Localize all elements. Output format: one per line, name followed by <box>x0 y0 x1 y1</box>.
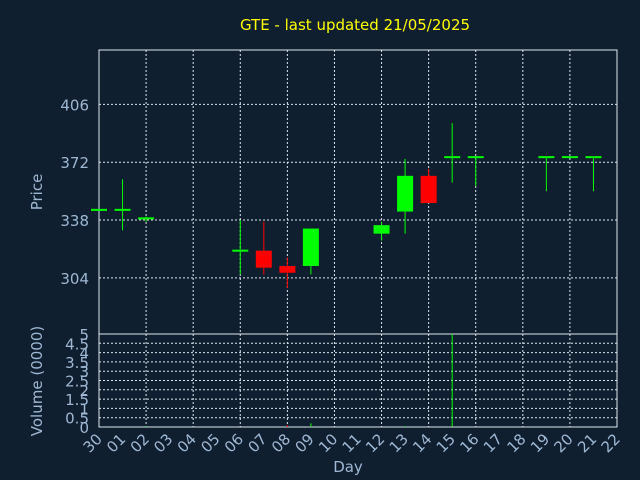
volume-tick-label: 1 <box>79 400 89 418</box>
x-tick-label: 14 <box>409 430 435 456</box>
candle-body <box>232 249 249 252</box>
candle-body <box>397 175 414 212</box>
candle-body <box>420 175 437 204</box>
volume-tick-label: 3 <box>79 363 89 381</box>
volume-tick-label: 5 <box>79 326 89 344</box>
x-tick-label: 15 <box>433 430 459 456</box>
candle-body <box>444 156 461 159</box>
volume-tick-label: 4.5 <box>65 335 89 353</box>
x-tick-label: 01 <box>103 430 129 456</box>
x-tick-label: 10 <box>315 430 341 456</box>
x-tick-label: 06 <box>221 430 247 456</box>
volume-tick-label: 3.5 <box>65 354 89 372</box>
x-tick-label: 19 <box>527 430 553 456</box>
candle-body <box>585 156 602 159</box>
x-axis-label: Day <box>333 458 363 476</box>
x-tick-label: 09 <box>292 430 318 456</box>
candle-body <box>255 250 272 268</box>
x-tick-label: 12 <box>362 430 388 456</box>
candle-body <box>467 156 484 159</box>
x-tick-label: 20 <box>551 430 577 456</box>
volume-tick-label: 2 <box>79 382 89 400</box>
volume-tick-label: 0 <box>79 419 89 437</box>
y-tick-label: 304 <box>60 270 89 288</box>
y-tick-label: 406 <box>60 96 89 114</box>
x-tick-label: 08 <box>268 430 294 456</box>
x-tick-label: 21 <box>574 430 600 456</box>
x-tick-label: 07 <box>244 430 270 456</box>
x-tick-label: 17 <box>480 430 506 456</box>
x-tick-label: 11 <box>339 430 365 456</box>
candle-body <box>538 156 555 159</box>
volume-tick-label: 0.5 <box>65 410 89 428</box>
x-tick-label: 18 <box>503 430 529 456</box>
volume-tick-label: 2.5 <box>65 373 89 391</box>
x-tick-label: 03 <box>150 430 176 456</box>
y-tick-label: 372 <box>60 154 89 172</box>
volume-axis-label: Volume (0000) <box>28 326 46 436</box>
x-tick-label: 13 <box>386 430 412 456</box>
y-tick-label: 338 <box>60 212 89 230</box>
x-tick-label: 05 <box>197 430 223 456</box>
x-tick-label: 22 <box>598 430 624 456</box>
x-tick-label: 04 <box>174 430 200 456</box>
price-frame <box>98 49 618 335</box>
x-tick-label: 02 <box>127 430 153 456</box>
candle-body <box>302 228 319 266</box>
candle-body <box>279 265 296 273</box>
volume-tick-label: 4 <box>79 345 89 363</box>
candle-body <box>114 208 131 211</box>
candle-body <box>138 217 155 220</box>
chart-title: GTE - last updated 21/05/2025 <box>240 16 470 34</box>
x-tick-label: 16 <box>456 430 482 456</box>
volume-tick-label: 1.5 <box>65 391 89 409</box>
candle-body <box>91 208 107 211</box>
y-axis-label: Price <box>28 174 46 211</box>
candle-body <box>561 156 578 159</box>
candle-body <box>373 225 390 234</box>
